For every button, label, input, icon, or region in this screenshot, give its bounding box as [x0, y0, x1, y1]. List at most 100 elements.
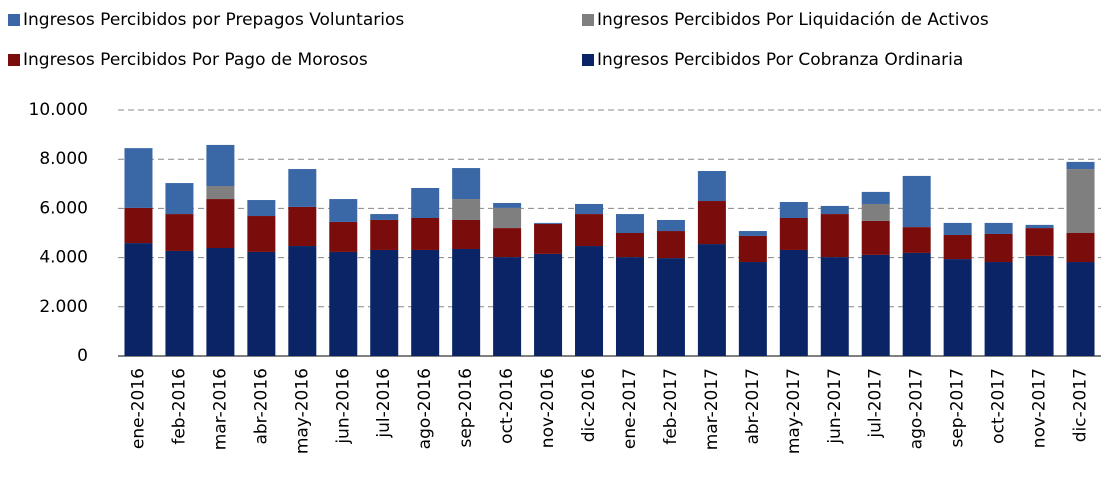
- bar-segment: [656, 231, 685, 259]
- bar-segment: [984, 222, 1013, 234]
- x-tick-label: ago-2016: [415, 368, 435, 449]
- bar-segment: [411, 249, 440, 356]
- bar-segment: [1066, 262, 1095, 356]
- bar-segment: [329, 221, 358, 252]
- bar-segment: [534, 222, 563, 224]
- bar-segment: [165, 214, 194, 251]
- bar-segment: [124, 243, 153, 356]
- bar-segment: [984, 233, 1013, 263]
- bar-segment: [452, 168, 481, 200]
- bar-segment: [493, 202, 522, 208]
- bar-segment: [206, 199, 235, 249]
- bar-segment: [820, 214, 849, 258]
- bar-segment: [943, 259, 972, 356]
- bar-segment: [575, 214, 604, 247]
- x-tick-label: nov-2017: [1030, 368, 1050, 448]
- bar-segment: [288, 246, 317, 356]
- bar-segment: [779, 217, 808, 250]
- legend-label: Ingresos Percibidos Por Liquidación de A…: [597, 10, 989, 30]
- bar-segment: [288, 206, 317, 247]
- x-tick-label: jul-2017: [866, 368, 886, 439]
- bar-segment: [984, 262, 1013, 356]
- bar-segment: [247, 200, 276, 217]
- y-tick-label: 2.000: [39, 297, 88, 317]
- y-tick-label: 8.000: [39, 149, 88, 169]
- x-tick-label: sep-2017: [948, 368, 968, 448]
- bar-segment: [697, 171, 726, 202]
- bar-segment: [902, 227, 931, 253]
- bar-segment: [1066, 233, 1095, 263]
- x-tick-label: nov-2016: [538, 368, 558, 448]
- bar-segment: [206, 186, 235, 200]
- y-tick-label: 4.000: [39, 248, 88, 268]
- x-tick-label: jun-2016: [333, 368, 353, 445]
- bar-segment: [943, 234, 972, 260]
- bar-segment: [902, 252, 931, 356]
- bar-segment: [370, 214, 399, 220]
- y-tick-label: 10.000: [29, 100, 88, 120]
- bar-segment: [124, 207, 153, 244]
- bar-segment: [615, 214, 644, 233]
- x-tick-label: sep-2016: [456, 368, 476, 448]
- bar-segment: [329, 199, 358, 222]
- bar-segment: [820, 257, 849, 356]
- bar-segment: [206, 144, 235, 187]
- bar-segment: [370, 249, 399, 356]
- x-tick-label: ene-2017: [620, 368, 640, 449]
- x-tick-label: ago-2017: [907, 368, 927, 449]
- x-tick-label: abr-2016: [251, 368, 271, 445]
- legend-swatch: [8, 14, 20, 26]
- bar-segment: [779, 249, 808, 356]
- bar-segment: [615, 233, 644, 258]
- legend-label: Ingresos Percibidos Por Cobranza Ordinar…: [597, 50, 963, 70]
- x-tick-label: oct-2017: [989, 368, 1009, 444]
- x-tick-label: oct-2016: [497, 368, 517, 444]
- bar-segment: [697, 201, 726, 245]
- bar-segment: [943, 222, 972, 235]
- x-tick-label: mar-2016: [210, 368, 230, 450]
- bar-segment: [1025, 255, 1054, 356]
- bar-segment: [452, 219, 481, 249]
- bar-segment: [861, 254, 890, 356]
- bar-segment: [1025, 224, 1054, 229]
- x-tick-label: feb-2016: [169, 368, 189, 445]
- bar-segment: [534, 223, 563, 254]
- x-tick-label: may-2017: [784, 368, 804, 454]
- x-tick-label: jul-2016: [374, 368, 394, 439]
- x-tick-label: dic-2017: [1071, 368, 1091, 442]
- bar-segment: [738, 235, 767, 263]
- bar-segment: [861, 191, 890, 204]
- bar-segment: [1066, 161, 1095, 170]
- legend-label: Ingresos Percibidos por Prepagos Volunta…: [23, 10, 404, 30]
- y-tick-label: 6.000: [39, 198, 88, 218]
- bar-segment: [165, 250, 194, 356]
- bar-segment: [615, 257, 644, 356]
- bar-segment: [411, 217, 440, 250]
- bar-segment: [247, 251, 276, 356]
- bar-segment: [820, 205, 849, 215]
- bar-segment: [247, 216, 276, 252]
- x-tick-label: mar-2017: [702, 368, 722, 450]
- bar-segment: [861, 203, 890, 221]
- bar-segment: [779, 202, 808, 218]
- legend-swatch: [582, 54, 594, 66]
- x-tick-label: abr-2017: [743, 368, 763, 445]
- bar-segment: [697, 244, 726, 356]
- bar-segment: [1066, 169, 1095, 233]
- x-tick-label: feb-2017: [661, 368, 681, 445]
- bar-segment: [493, 257, 522, 356]
- x-tick-label: ene-2016: [128, 368, 148, 449]
- bar-segment: [411, 187, 440, 218]
- y-tick-label: 0: [77, 346, 88, 366]
- bar-segment: [452, 199, 481, 220]
- bar-segment: [738, 262, 767, 356]
- bar-segment: [124, 148, 153, 208]
- bar-segment: [206, 248, 235, 356]
- legend-swatch: [8, 54, 20, 66]
- bar-segment: [656, 219, 685, 232]
- bar-segment: [493, 228, 522, 258]
- legend-label: Ingresos Percibidos Por Pago de Morosos: [23, 50, 368, 70]
- bar-segment: [575, 246, 604, 356]
- x-tick-label: jun-2017: [825, 368, 845, 445]
